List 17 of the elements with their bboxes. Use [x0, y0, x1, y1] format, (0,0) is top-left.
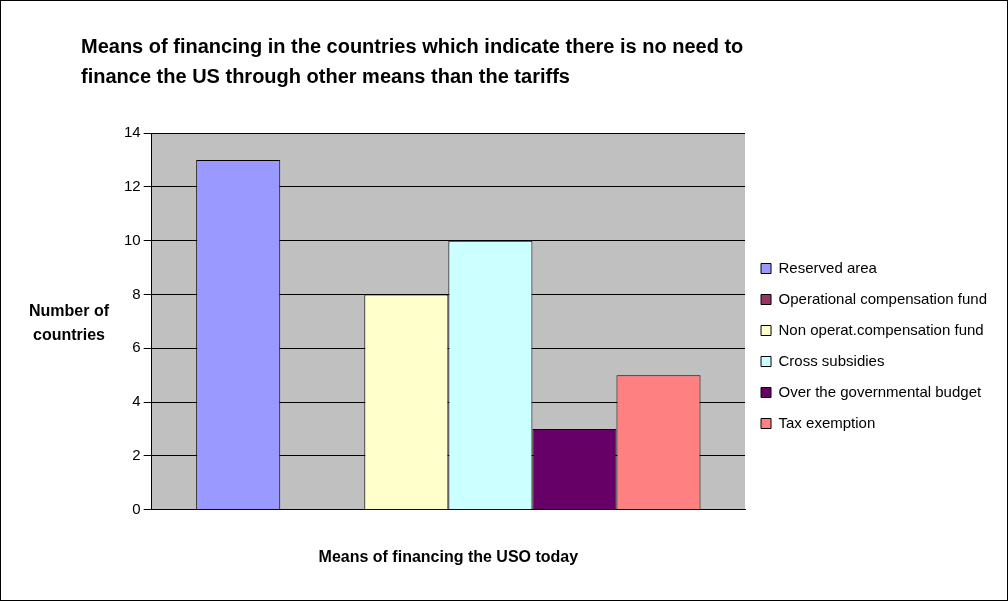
y-tick-label: 12 — [124, 176, 141, 194]
y-tick-label: 14 — [124, 123, 141, 141]
y-tick-label: 10 — [124, 230, 141, 248]
legend-label: Over the governmental budget — [778, 382, 982, 400]
y-axis-title: Number of countries — [28, 301, 110, 345]
legend-label: Non operat.compensation fund — [778, 320, 984, 338]
y-tick-label: 6 — [132, 338, 141, 356]
y-tick-label: 8 — [132, 284, 141, 302]
legend-label: Tax exemption — [778, 413, 876, 431]
y-tick-label: 2 — [132, 446, 141, 464]
legend-label: Reserved area — [778, 258, 878, 276]
y-tick-label: 4 — [132, 392, 141, 410]
x-axis-title: Means of financing the USO today — [318, 547, 579, 565]
legend-label: Operational compensation fund — [778, 289, 988, 307]
chart-title: Means of financing in the countries which indicate there is no need to finance the US through other means than the tariffs — [81, 34, 745, 89]
y-tick-label: 0 — [132, 499, 141, 517]
legend-label: Cross subsidies — [778, 351, 885, 369]
